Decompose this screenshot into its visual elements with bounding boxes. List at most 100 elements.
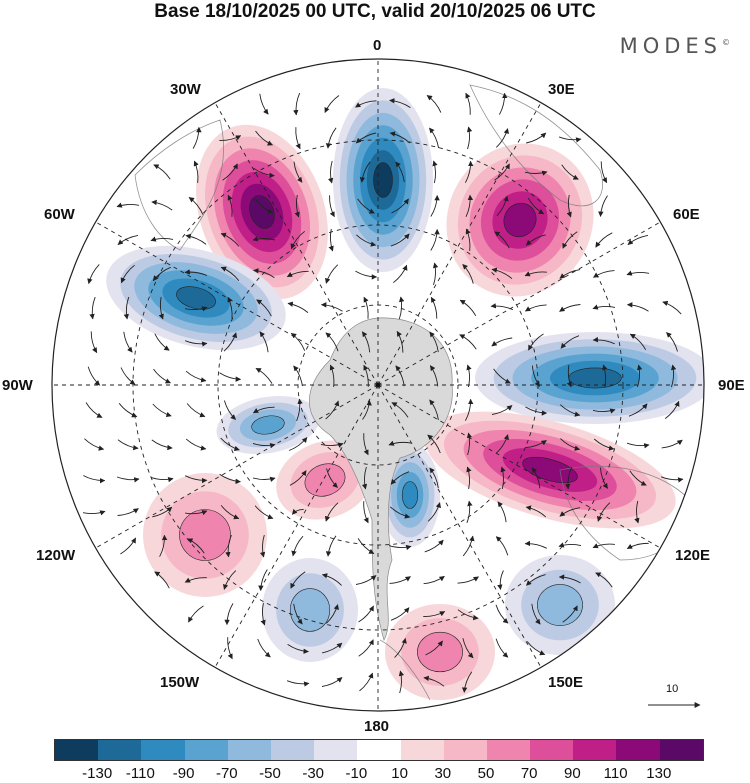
wind-vector <box>559 304 581 312</box>
wind-vector <box>355 132 376 144</box>
wind-vector <box>494 163 510 181</box>
anomaly-ridge-110e <box>424 411 676 529</box>
wind-vector <box>355 270 378 280</box>
wind-vector <box>457 576 479 584</box>
wind-vector <box>465 160 474 183</box>
wind-vector <box>524 304 547 312</box>
wind-vector <box>627 234 649 245</box>
wind-vector <box>525 505 547 518</box>
wind-vector <box>321 677 343 687</box>
wind-vector <box>154 571 170 589</box>
wind-vector <box>363 433 369 456</box>
colorbar-tick-label: 10 <box>391 765 408 782</box>
wind-vector <box>599 467 608 489</box>
wind-vector <box>595 572 613 588</box>
longitude-label-60e: 60E <box>673 206 700 223</box>
wind-vector <box>389 98 411 108</box>
wind-vector <box>357 538 375 554</box>
brand-mark: © <box>722 38 730 47</box>
wind-vector <box>495 604 509 624</box>
wind-vector <box>85 402 103 418</box>
wind-vector <box>225 534 232 558</box>
wind-vector <box>430 194 440 217</box>
brand-text: MODES <box>619 34 722 58</box>
wind-vector <box>252 236 276 242</box>
wind-vector <box>430 228 440 251</box>
wind-vector <box>152 266 171 282</box>
colorbar-swatch <box>443 740 487 760</box>
wind-vector <box>427 434 441 454</box>
wind-vector <box>499 92 508 115</box>
wind-vector <box>363 296 369 319</box>
map-border <box>51 58 705 712</box>
wind-vector <box>325 332 339 352</box>
wind-vector <box>325 535 337 557</box>
wind-vector <box>293 92 301 116</box>
wind-vector <box>90 331 98 354</box>
map-title: Base 18/10/2025 00 UTC, valid 20/10/2025… <box>154 1 596 22</box>
wind-vector <box>120 537 136 555</box>
wind-vector <box>600 161 608 184</box>
longitude-label-90w: 90W <box>2 377 33 394</box>
wind-vector <box>120 367 136 385</box>
wind-vector <box>84 438 105 451</box>
wind-vector <box>526 574 546 586</box>
wind-vector <box>83 475 106 484</box>
wind-vector <box>398 296 405 320</box>
wind-vector <box>223 400 236 420</box>
anomaly-ridge-30w <box>196 124 328 300</box>
wind-vector <box>462 264 474 284</box>
wind-vector <box>151 439 173 451</box>
wind-vector <box>423 575 445 585</box>
wind-vector <box>391 402 409 418</box>
colorbar-tick-label: 130 <box>646 765 672 782</box>
wind-vector <box>561 164 579 180</box>
wind-vector <box>89 296 96 320</box>
wind-vector <box>670 364 677 388</box>
anomaly-trough-145w <box>262 558 358 662</box>
colorbar-tick-label: -90 <box>172 765 195 782</box>
wind-vector <box>184 340 208 347</box>
wind-vector <box>525 406 548 416</box>
wind-vector <box>562 231 578 249</box>
anomaly-contour <box>176 286 216 310</box>
wind-vector <box>184 269 208 276</box>
wind-vector <box>188 197 204 215</box>
wind-vector <box>394 637 407 658</box>
anomaly-trough-90e <box>475 332 704 424</box>
wind-vector <box>634 500 640 524</box>
wind-vector <box>153 368 171 384</box>
wind-vector <box>629 333 647 351</box>
wind-vector <box>150 236 174 242</box>
wind-vector <box>528 333 544 351</box>
wind-vector <box>388 544 412 551</box>
anomaly-contour <box>304 463 346 497</box>
wind-vector <box>357 198 375 214</box>
wind-vector <box>120 264 135 284</box>
colorbar-swatch <box>400 740 444 760</box>
wind-vector <box>660 476 684 483</box>
vector-scale-label: 10 <box>646 683 706 695</box>
wind-vector <box>389 576 411 584</box>
wind-vector <box>525 440 547 449</box>
wind-vector <box>462 535 475 557</box>
wind-vector <box>116 476 140 483</box>
antarctica-shape <box>309 317 453 641</box>
wind-vector <box>358 605 374 623</box>
wind-vector <box>82 510 106 516</box>
wind-vector <box>291 535 304 557</box>
wind-vector <box>223 332 238 352</box>
wind-vector <box>389 131 411 144</box>
wind-vector <box>398 670 405 694</box>
colorbar-tick-label: -110 <box>125 765 155 782</box>
colorbar-tick-label: 50 <box>477 765 495 782</box>
wind-vector <box>466 466 472 490</box>
wind-vector <box>466 500 473 524</box>
wind-vector <box>288 437 308 451</box>
wind-vector <box>116 202 140 208</box>
wind-vector <box>117 234 139 245</box>
colorbar-tick-label: -50 <box>259 765 281 782</box>
wind-vector <box>117 439 139 451</box>
wind-vector <box>363 364 369 387</box>
wind-vector <box>253 167 275 179</box>
